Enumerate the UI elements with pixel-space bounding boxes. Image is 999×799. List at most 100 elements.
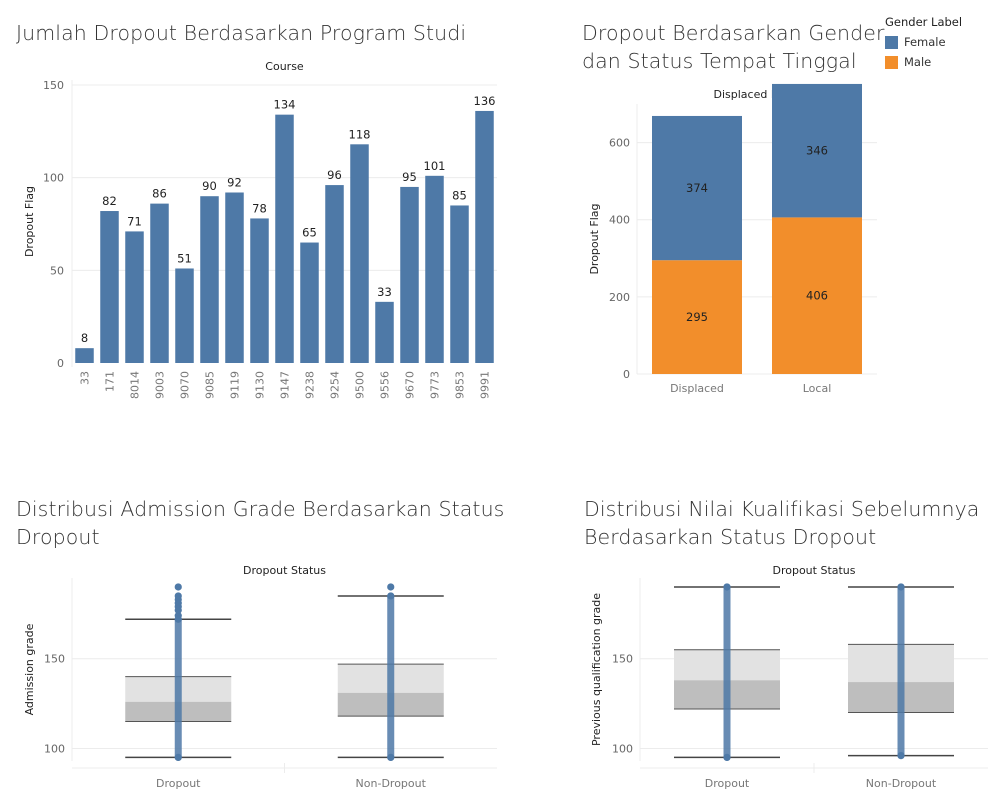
data-point <box>723 583 731 591</box>
course-header: Course <box>265 60 304 73</box>
y-tick-label: 100 <box>44 742 65 755</box>
x-tick-label: 9670 <box>404 371 417 399</box>
x-tick-label: 9853 <box>454 371 467 399</box>
gender-title-line-2: dan Status Tempat Tinggal <box>582 49 857 73</box>
bar-value-label: 85 <box>452 188 467 202</box>
y-tick-label: 150 <box>612 653 633 666</box>
x-tick-label: 9147 <box>279 371 292 399</box>
legend-item-male[interactable]: Male <box>885 52 962 72</box>
bar-value-label: 90 <box>202 179 217 193</box>
outlier-point <box>174 592 182 600</box>
bar <box>125 231 144 363</box>
y-axis-label: Dropout Flag <box>588 203 601 274</box>
data-point <box>897 752 905 760</box>
data-point <box>387 592 395 600</box>
gender-legend: Gender Label Female Male <box>885 15 962 72</box>
bar-value-label: 78 <box>252 201 267 215</box>
bar <box>100 211 119 363</box>
admission-chart-title: Distribusi Admission Grade Berdasarkan S… <box>16 495 504 551</box>
y-axis-label: Dropout Flag <box>23 186 36 257</box>
x-tick-label: 9119 <box>229 371 242 399</box>
x-tick-label: 9773 <box>429 371 442 399</box>
y-tick-label: 400 <box>609 214 630 227</box>
y-tick-label: 0 <box>623 368 630 381</box>
bar-value-label: 51 <box>177 251 192 265</box>
bar-value-label: 86 <box>152 187 167 201</box>
y-tick-label: 100 <box>43 172 64 185</box>
previous-chart-title: Distribusi Nilai Kualifikasi Sebelumnya … <box>584 495 979 551</box>
y-tick-label: 50 <box>50 264 64 277</box>
x-tick-label: 9070 <box>179 371 192 399</box>
y-tick-label: 150 <box>44 653 65 666</box>
x-tick-label: Non-Dropout <box>866 777 937 790</box>
stacked-bar-segment-female <box>652 115 742 261</box>
bar <box>450 205 469 363</box>
bar <box>225 192 244 363</box>
data-point <box>174 615 182 623</box>
gender-chart-title: Dropout Berdasarkan Gender dan Status Te… <box>582 19 884 75</box>
legend-label-female: Female <box>904 35 946 49</box>
gender-title-line-1: Dropout Berdasarkan Gender <box>582 21 885 45</box>
bar <box>275 114 294 363</box>
segment-value-label: 374 <box>686 181 708 195</box>
bar <box>250 218 269 363</box>
bar <box>175 268 194 363</box>
legend-label-male: Male <box>904 55 932 69</box>
data-point <box>387 753 395 762</box>
segment-value-label: 346 <box>806 144 828 158</box>
data-point <box>897 583 905 591</box>
bar-value-label: 96 <box>327 168 342 182</box>
legend-title: Gender Label <box>885 15 963 29</box>
y-axis-label: Admission grade <box>23 623 36 715</box>
bar <box>375 301 394 363</box>
legend-swatch-female <box>885 35 898 49</box>
bar <box>325 185 344 363</box>
stacked-bar-segment-female <box>772 83 862 218</box>
y-axis-label: Previous qualification grade <box>590 593 603 746</box>
bar-value-label: 82 <box>102 194 117 208</box>
bar <box>300 242 319 363</box>
x-tick-label: Displaced <box>670 382 724 395</box>
x-tick-label: 9085 <box>204 371 217 399</box>
x-tick-label: 9500 <box>354 371 367 399</box>
bar-value-label: 118 <box>349 127 371 141</box>
x-tick-label: 9130 <box>254 371 267 399</box>
x-tick-label: 33 <box>79 371 92 385</box>
y-tick-label: 0 <box>57 357 64 370</box>
bar <box>350 144 369 363</box>
bar <box>200 196 219 363</box>
bar-value-label: 71 <box>127 214 142 228</box>
bar <box>475 110 494 364</box>
x-tick-label: Dropout <box>156 777 201 790</box>
x-tick-label: Local <box>803 382 832 395</box>
outlier-point <box>174 583 182 591</box>
bar-value-label: 136 <box>474 94 496 108</box>
outlier-point <box>387 583 395 591</box>
admission-title-line-2: Dropout <box>16 525 100 549</box>
course-chart-title: Jumlah Dropout Berdasarkan Program Studi <box>16 21 467 45</box>
stacked-bar-segment-male <box>772 217 862 374</box>
bar <box>150 203 169 363</box>
previous-title-line-2: Berdasarkan Status Dropout <box>584 525 877 549</box>
bar <box>75 348 94 363</box>
x-tick-label: 9238 <box>304 371 317 399</box>
bar <box>425 175 444 363</box>
x-tick-label: 9254 <box>329 371 342 399</box>
y-tick-label: 600 <box>609 137 630 150</box>
bar-value-label: 8 <box>81 331 88 345</box>
bar-value-label: 134 <box>274 98 296 112</box>
legend-item-female[interactable]: Female <box>885 32 962 52</box>
previous-title-line-1: Distribusi Nilai Kualifikasi Sebelumnya <box>584 497 980 521</box>
data-point <box>723 753 731 762</box>
x-tick-label: 9991 <box>479 371 492 399</box>
course-bar-chart: Course 0 50 100 150 Dropout Flag 8 33 82 171 71 801… <box>23 60 497 399</box>
admission-box-plot: Dropout Status 100 150 Admission grade Dropo… <box>23 564 497 790</box>
bar <box>400 186 419 363</box>
bar-value-label: 33 <box>377 285 392 299</box>
x-tick-label: 8014 <box>129 371 142 399</box>
previous-box-plot: Dropout Status 100 150 Previous qualificati… <box>590 564 988 790</box>
bar-value-label: 65 <box>302 226 317 240</box>
bar-value-label: 92 <box>227 175 242 189</box>
